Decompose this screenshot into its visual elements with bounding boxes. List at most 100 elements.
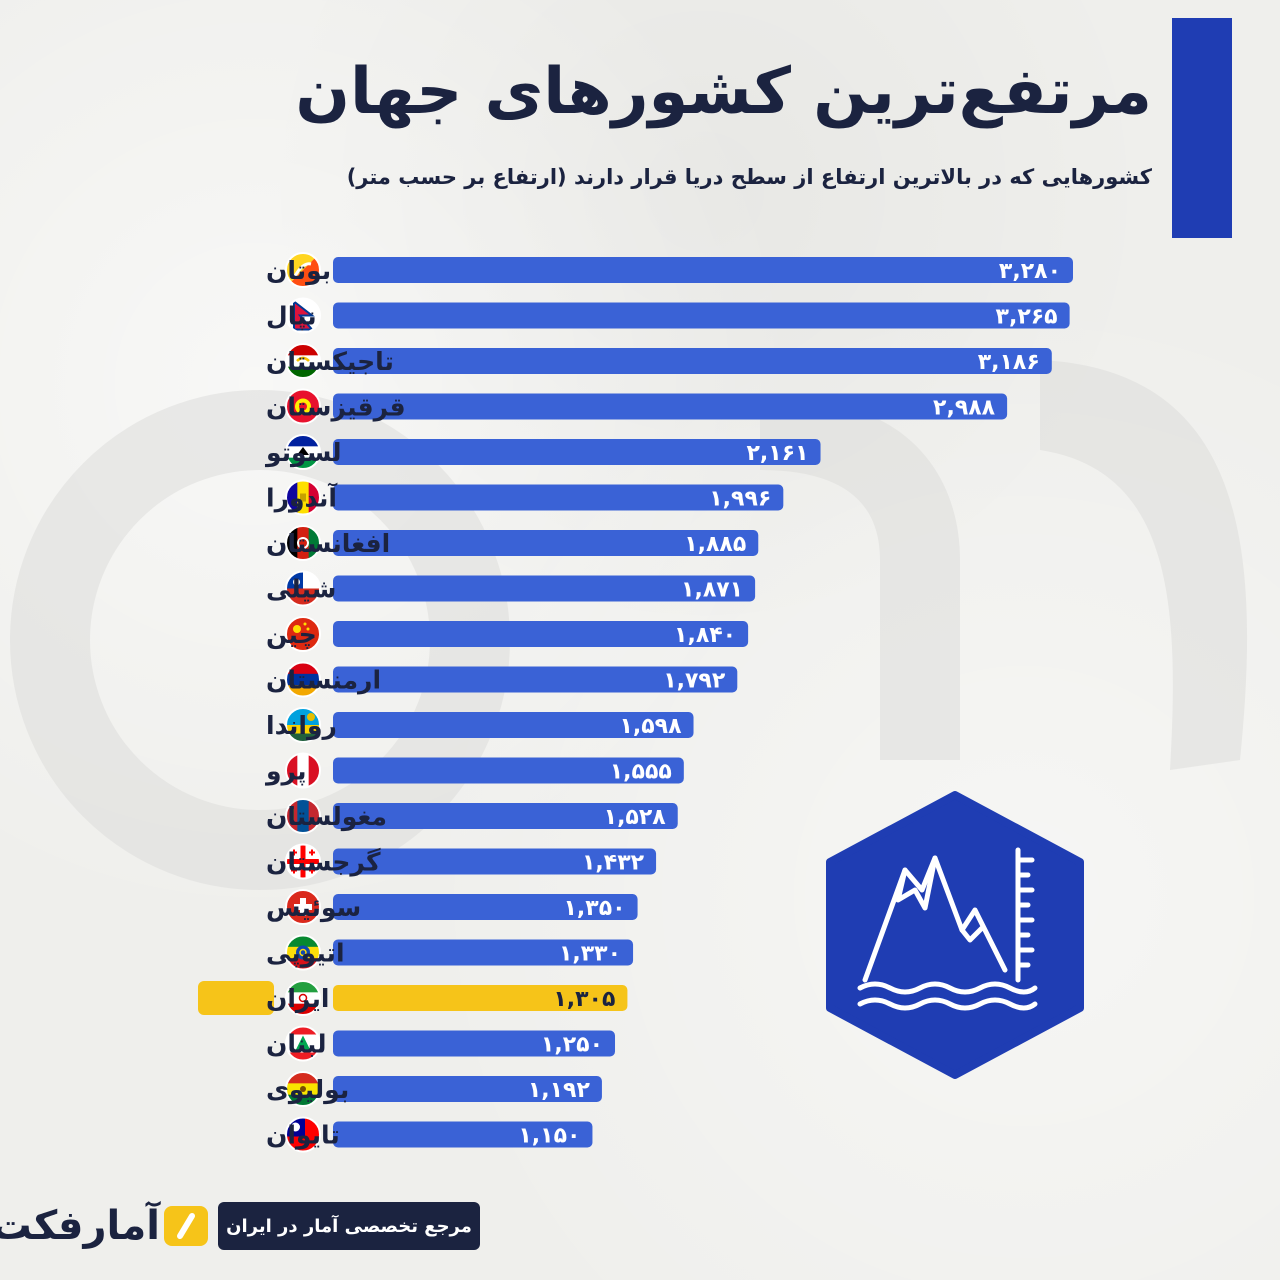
bar-row: ۱,۱۹۲ بولیوی: [266, 1071, 602, 1107]
afghanistan-flag-icon: [285, 525, 321, 561]
bar-value-label: ۱,۸۸۵: [684, 532, 746, 557]
category-label: لبنان: [266, 1030, 327, 1059]
footer-tagline: مرجع تخصصی آمار در ایران: [218, 1202, 480, 1250]
mongolia-flag-icon: [285, 798, 321, 834]
category-label: پرو: [264, 757, 306, 787]
bar: [333, 530, 759, 556]
category-label: رواندا: [266, 711, 337, 741]
bhutan-flag-icon: [285, 252, 321, 288]
bar-row: ۱,۳۳۰ اتیوپی: [266, 934, 634, 971]
bar-row: ۱,۲۵۰ لبنان: [266, 1025, 616, 1062]
bar: [333, 1030, 616, 1057]
bar: [333, 1076, 602, 1102]
bar-value-label: ۱,۴۳۲: [582, 851, 645, 876]
taiwan-flag-icon: [285, 1116, 321, 1153]
bar-value-label: ۱,۵۵۵: [610, 760, 672, 785]
bar-value-label: ۱,۷۹۲: [663, 669, 726, 694]
mountain-elevation-icon: [826, 791, 1084, 1079]
bar-value-label: ۳,۲۸۰: [999, 259, 1061, 284]
bar-value-label: ۱,۲۵۰: [541, 1033, 603, 1058]
bar: [333, 393, 1008, 420]
category-label: شیلی: [266, 575, 336, 604]
bar-row: ۲,۱۶۱ لسوتو: [264, 434, 821, 470]
andorra-flag-icon: [285, 479, 321, 516]
bar: [333, 621, 749, 647]
switzerland-flag-icon: [285, 889, 321, 925]
bar-row: ۲,۹۸۸ قرقیزستان: [266, 388, 1008, 425]
ethiopia-flag-icon: [285, 934, 321, 971]
category-label: چین: [266, 620, 317, 650]
bar: [333, 712, 694, 738]
lesotho-flag-icon: [285, 434, 321, 470]
bar: [333, 985, 628, 1011]
category-label: قرقیزستان: [266, 393, 406, 423]
category-label: تایوان: [266, 1121, 340, 1151]
highlight-label-bg: [198, 981, 274, 1015]
chile-flag-icon: [285, 570, 321, 607]
bar: [333, 803, 678, 829]
bar: [333, 939, 634, 966]
bar-row: ۳,۲۶۵ نپال: [266, 297, 1070, 334]
bar-value-label: ۲,۱۶۱: [746, 441, 808, 466]
bar: [333, 348, 1052, 374]
kyrgyzstan-flag-icon: [285, 388, 321, 425]
bar-value-label: ۱,۳۵۰: [563, 896, 625, 921]
bar-value-label: ۳,۲۶۵: [996, 305, 1058, 330]
georgia-flag-icon: [285, 843, 321, 880]
page-subtitle: کشورهایی که در بالاترین ارتفاع از سطح در…: [346, 165, 1152, 189]
bar-row: ۱,۵۹۸ رواندا: [266, 707, 694, 743]
bar-row: ۱,۵۵۵ پرو: [264, 752, 684, 789]
bar-value-label: ۱,۳۳۰: [559, 942, 621, 967]
bar-row: ۱,۳۵۰ سوئیس: [266, 889, 638, 925]
bar-value-label: ۱,۳۰۵: [553, 987, 615, 1012]
bar: [333, 848, 657, 875]
bar: [333, 894, 638, 920]
category-label: گرجستان: [266, 848, 381, 878]
bar: [333, 257, 1073, 283]
bar-value-label: ۱,۸۴۰: [674, 623, 736, 648]
category-label: افغانستان: [266, 529, 390, 558]
bar-value-label: ۱,۸۷۱: [681, 578, 743, 603]
bar-value-label: ۱,۹۹۶: [709, 487, 771, 512]
bar-value-label: ۱,۵۹۸: [619, 714, 682, 739]
bar-row: ۳,۱۸۶ تاجیکستان: [266, 343, 1052, 379]
tajikistan-flag-icon: [285, 343, 321, 379]
category-label: بوتان: [266, 256, 331, 286]
category-label: بولیوی: [266, 1075, 349, 1105]
category-label: آندورا: [266, 483, 338, 514]
accent-bar: [1172, 18, 1232, 238]
brand-logo-text: آمارفکت: [0, 1203, 160, 1249]
bar: [333, 302, 1070, 329]
bar: [333, 484, 784, 511]
bar-row: ۱,۱۵۰ تایوان: [266, 1116, 593, 1153]
bar-row: ۱,۸۷۱ شیلی: [266, 570, 756, 607]
bar-row: ۱,۳۰۵ ایران: [198, 980, 628, 1016]
bar-value-label: ۳,۱۸۶: [978, 350, 1040, 375]
bar: [333, 439, 821, 465]
bar-row: ۱,۸۸۵ افغانستان: [266, 525, 759, 561]
bar-row: ۱,۸۴۰ چین: [266, 616, 749, 652]
category-label: تاجیکستان: [266, 347, 394, 376]
footer-tagline-text: مرجع تخصصی آمار در ایران: [226, 1215, 472, 1237]
rwanda-flag-icon: [285, 707, 321, 743]
bar-row: ۱,۴۳۲ گرجستان: [266, 843, 657, 880]
bar: [333, 575, 756, 602]
bar-value-label: ۲,۹۸۸: [933, 396, 996, 421]
category-label: ایران: [266, 984, 329, 1014]
page-title: مرتفع‌ترین کشورهای جهان: [295, 55, 1152, 129]
iran-flag-icon: [285, 980, 321, 1016]
bar-row: ۱,۷۹۲ ارمنستان: [266, 661, 738, 698]
category-label: مغولستان: [266, 802, 387, 832]
category-label: سوئیس: [266, 893, 361, 923]
bar: [333, 1121, 593, 1148]
nepal-flag-icon: [285, 297, 321, 334]
armenia-flag-icon: [285, 661, 321, 698]
bar-value-label: ۱,۵۲۸: [604, 805, 667, 830]
bar-row: ۳,۲۸۰ بوتان: [266, 252, 1073, 288]
category-label: ارمنستان: [266, 666, 381, 695]
bar: [333, 666, 738, 693]
category-label: لسوتو: [264, 438, 342, 468]
bar-row: ۱,۵۲۸ مغولستان: [266, 798, 678, 834]
bar-value-label: ۱,۱۵۰: [518, 1124, 580, 1149]
